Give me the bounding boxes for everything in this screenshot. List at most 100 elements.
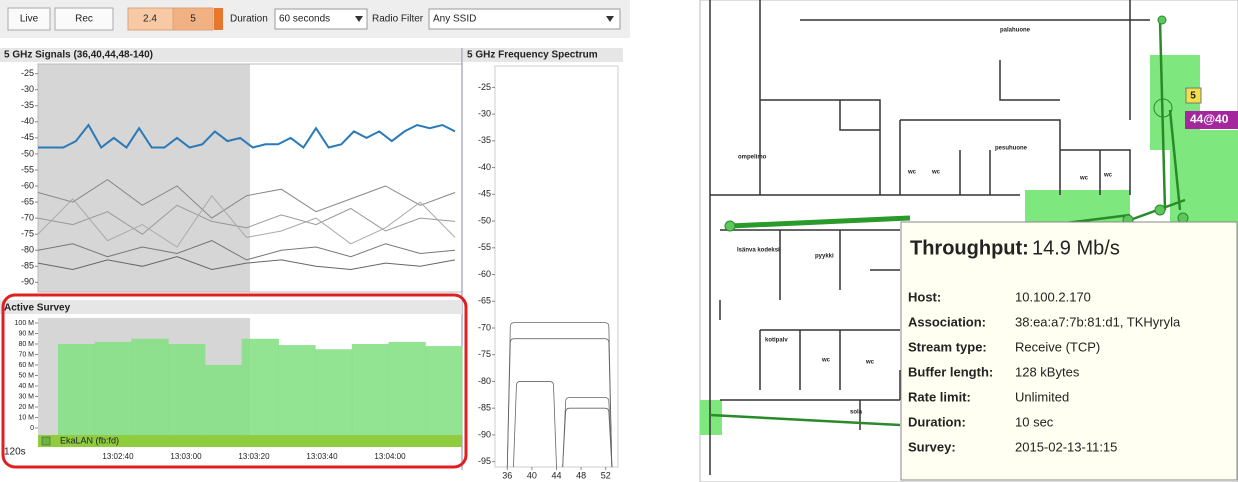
ap-badge-label: 44@40: [1190, 112, 1229, 126]
signal-line: [37, 194, 456, 248]
y-tick-label: -25: [478, 82, 491, 92]
badge-label: 5: [1190, 91, 1196, 102]
tooltip-value: 2015-02-13-11:15: [1015, 439, 1117, 454]
band-5-button[interactable]: [172, 7, 214, 31]
y-tick-label: -75: [21, 229, 34, 239]
y-tick-label: -85: [21, 261, 34, 271]
y-tick-label: -65: [21, 196, 34, 206]
room-label: wc: [1079, 176, 1089, 182]
duration-label: Duration: [230, 14, 268, 25]
y-tick-label: -35: [478, 135, 491, 145]
tooltip-value: 10.100.2.170: [1015, 289, 1091, 304]
y-tick-label: -95: [478, 456, 491, 466]
dropdown-arrow: [606, 16, 614, 22]
y-tick-label: -45: [478, 189, 491, 199]
y-tick-label: -80: [21, 245, 34, 255]
y-tick-label: 30 M: [18, 393, 34, 400]
room-label: wc: [821, 358, 831, 364]
y-tick-label: -50: [478, 215, 491, 225]
spectrum-shape: [506, 338, 613, 468]
signal-line: [37, 240, 456, 261]
dropdown-arrow: [355, 16, 363, 22]
throughput-step: [315, 349, 353, 435]
filter-value: Any SSID: [433, 14, 476, 25]
y-tick-label: -35: [21, 100, 34, 110]
y-tick-label: 50 M: [18, 372, 34, 379]
y-tick-label: 0: [30, 425, 34, 432]
room-label: wc: [907, 170, 917, 176]
y-tick-label: -50: [21, 148, 34, 158]
legend-label: EkaLAN (fb:fd): [60, 435, 119, 445]
duration-select[interactable]: [274, 8, 368, 30]
window-label: 120s: [4, 447, 26, 458]
signal-line: [37, 178, 456, 219]
panel-header: [0, 300, 462, 314]
room-label: ompelimo: [738, 155, 767, 161]
tooltip-title: Throughput:: [910, 237, 1029, 259]
tooltip-value: 128 kBytes: [1015, 364, 1080, 379]
survey-title: Active Survey: [4, 303, 71, 314]
throughput-step: [278, 345, 316, 435]
throughput-step: [204, 365, 243, 435]
room-label: palahuone: [1000, 28, 1031, 34]
throughput-step: [351, 344, 390, 435]
rec-button[interactable]: [54, 7, 114, 31]
x-tick-label: 13:03:40: [306, 452, 338, 461]
y-tick-label: 10 M: [18, 414, 34, 421]
y-tick-label: -70: [478, 322, 491, 332]
tooltip-value: Receive (TCP): [1015, 339, 1100, 354]
throughput-step: [131, 338, 169, 435]
room-label: kotipalv: [765, 338, 788, 344]
tooltip-value: Unlimited: [1015, 389, 1069, 404]
x-tick-label: 36: [502, 470, 512, 480]
tooltip-key: Host:: [908, 289, 941, 304]
live-label: Live: [20, 14, 39, 25]
room-label: pyykki: [815, 254, 834, 260]
spectrum-shape: [562, 397, 613, 468]
y-tick-label: -30: [478, 108, 491, 118]
signals-title: 5 GHz Signals (36,40,44,48-140): [4, 50, 153, 61]
y-tick-label: 70 M: [18, 351, 34, 358]
tooltip-key: Duration:: [908, 414, 966, 429]
y-tick-label: -90: [478, 429, 491, 439]
y-tick-label: 60 M: [18, 362, 34, 369]
y-tick-label: -65: [478, 296, 491, 306]
duration-value: 60 seconds: [279, 14, 330, 25]
x-tick-label: 52: [601, 470, 611, 480]
y-tick-label: -40: [21, 116, 34, 126]
x-tick-label: 13:03:20: [238, 452, 270, 461]
y-tick-label: -55: [21, 164, 34, 174]
history-shade: [38, 64, 250, 292]
highlight-box: [1, 293, 468, 469]
panel-header: [463, 48, 623, 62]
x-tick-label: 13:04:00: [374, 452, 406, 461]
ap-badge[interactable]: [1185, 111, 1238, 129]
badge[interactable]: [1185, 87, 1202, 104]
room-label: Isänva kodeksi: [737, 248, 780, 254]
tooltip-key: Rate limit:: [908, 389, 971, 404]
floor-plan-walls: [709, 0, 1150, 475]
x-tick-label: 13:02:40: [102, 452, 134, 461]
band-24-label: 2.4: [143, 14, 157, 25]
x-tick-label: 48: [576, 470, 586, 480]
tooltip-key: Stream type:: [908, 339, 987, 354]
y-tick-label: 90 M: [18, 330, 34, 337]
tooltip-value: 38:ea:a7:7b:81:d1, TKHyryla: [1015, 314, 1181, 329]
y-tick-label: -60: [21, 180, 34, 190]
y-tick-label: -75: [478, 349, 491, 359]
y-tick-label: -90: [21, 277, 34, 287]
x-tick-label: 44: [551, 470, 561, 480]
y-tick-label: -70: [21, 213, 34, 223]
live-button[interactable]: [7, 7, 51, 31]
y-tick-label: -85: [478, 403, 491, 413]
room-label: wc: [865, 360, 875, 366]
band-marker: [214, 8, 223, 30]
tooltip-value: 14.9 Mb/s: [1032, 237, 1120, 259]
throughput-step: [58, 344, 96, 435]
signal-line: [37, 204, 456, 235]
y-tick-label: -55: [478, 242, 491, 252]
spectrum-shape: [506, 322, 613, 468]
filter-select[interactable]: [428, 8, 621, 30]
floor-plan-links: [709, 15, 1189, 427]
